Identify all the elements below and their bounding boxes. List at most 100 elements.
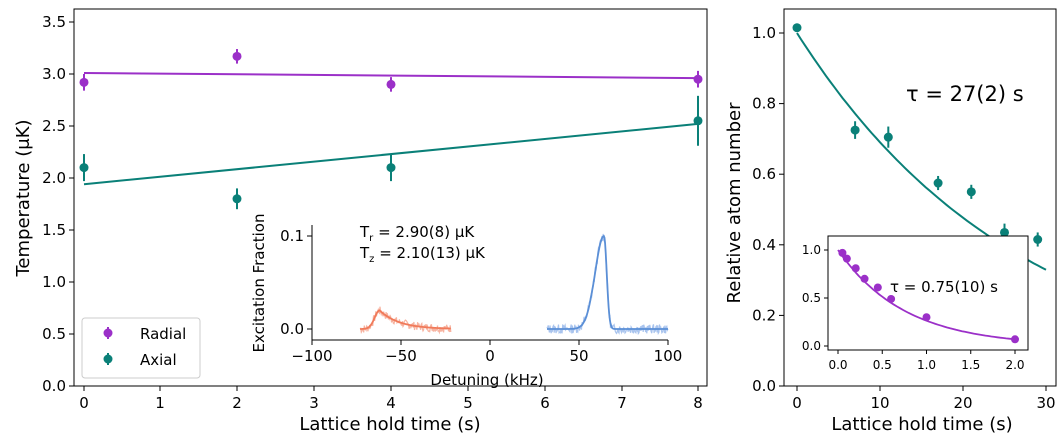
inset-y-tick-label: 0.0 [802, 339, 821, 353]
x-tick-label: 6 [540, 394, 550, 412]
inset-x-tick-label: 2.0 [1005, 358, 1024, 372]
inset-data-point [851, 264, 860, 273]
temperature-y-label: Temperature (μK) [13, 119, 34, 277]
y-tick-label: 1.0 [752, 24, 776, 42]
spectrum-inset-curves [359, 233, 669, 336]
temperature-panel: 0 1 2 3 4 5 6 7 8 0.0 0.5 1.0 1.5 2.0 2.5 3.0 3.5 Latti… [13, 8, 708, 435]
y-tick-label: 0.2 [752, 306, 776, 324]
inset-y-tick-label: 0.0 [280, 320, 304, 338]
x-tick-label: 0 [79, 394, 89, 412]
x-tick-label: 8 [693, 394, 703, 412]
y-tick-label: 0.0 [42, 377, 66, 395]
data-point [1000, 227, 1009, 237]
data-point-radial [79, 77, 89, 87]
temperature-x-ticks: 0 1 2 3 4 5 6 7 8 [79, 386, 703, 412]
inset-x-tick-label: 0.5 [873, 358, 892, 372]
spectrum-inset-ticks: −100 −50 0 50 100 0.0 0.1 [280, 227, 682, 365]
axial-temperature-annotation: Tz = 2.10(13) μK [359, 244, 486, 265]
x-tick-label: 10 [870, 394, 889, 412]
y-tick-label: 2.0 [42, 169, 66, 187]
x-tick-label: 7 [617, 394, 627, 412]
radial-temperature-annotation: Tr = 2.90(8) μK [359, 223, 475, 244]
data-point [966, 187, 976, 197]
spectrum-inset-x-label: Detuning (kHz) [430, 371, 543, 389]
y-tick-label: 3.0 [42, 65, 66, 83]
legend-axial-label: Axial [140, 351, 177, 369]
x-tick-label: 3 [309, 394, 319, 412]
inset-x-tick-label: −100 [291, 347, 332, 365]
atom-number-panel: 0 10 20 30 0.0 0.2 0.4 0.6 0.8 1.0 Lattice hold … [724, 8, 1057, 435]
data-point-axial [232, 194, 242, 204]
y-tick-label: 0.4 [752, 236, 776, 254]
data-point-axial [386, 163, 396, 173]
x-tick-label: 2 [232, 394, 242, 412]
y-tick-label: 0.5 [42, 325, 66, 343]
atom-number-x-ticks: 0 10 20 30 [792, 386, 1056, 412]
inset-data-point [922, 313, 931, 322]
atom-number-inset-frame [827, 235, 1029, 351]
data-point [850, 125, 860, 135]
atom-number-inset-tau-annotation: τ = 0.75(10) s [890, 278, 998, 296]
spectrum-inset: −100 −50 0 50 100 0.0 0.1 Detuning (kHz) Excit… [250, 214, 682, 389]
inset-x-tick-label: 1.0 [917, 358, 936, 372]
x-tick-label: 20 [953, 394, 972, 412]
inset-data-point [1011, 335, 1019, 344]
data-point-radial [693, 74, 703, 84]
y-tick-label: 2.5 [42, 117, 66, 135]
inset-y-tick-label: 0.5 [802, 291, 821, 305]
temperature-y-ticks: 0.0 0.5 1.0 1.5 2.0 2.5 3.0 3.5 [42, 13, 74, 395]
legend-axial-marker [103, 354, 113, 364]
inset-data-point [873, 283, 882, 292]
data-point-radial [232, 51, 242, 61]
inset-y-tick-label: 0.1 [280, 227, 304, 245]
atom-number-x-label: Lattice hold time (s) [831, 414, 1012, 435]
radial-spectrum-fit [360, 309, 451, 330]
data-point [1033, 235, 1043, 245]
inset-data-point [860, 274, 869, 283]
y-tick-label: 0.8 [752, 95, 776, 113]
atom-number-inset: 0.0 0.5 1.0 1.5 2.0 0.0 0.5 1.0 τ = 0.75(10) s [802, 235, 1029, 372]
temperature-series [79, 49, 703, 210]
spectrum-inset-background [312, 225, 668, 340]
data-point [933, 178, 943, 188]
legend-radial-marker [103, 328, 113, 338]
x-tick-label: 0 [792, 394, 802, 412]
inset-x-tick-label: 100 [654, 347, 683, 365]
x-tick-label: 30 [1036, 394, 1055, 412]
x-tick-label: 4 [386, 394, 396, 412]
atom-number-tau-annotation: τ = 27(2) s [906, 82, 1024, 106]
data-point-axial [693, 116, 703, 126]
inset-x-tick-label: −50 [385, 347, 417, 365]
atom-number-inset-ticks: 0.0 0.5 1.0 1.5 2.0 0.0 0.5 1.0 [802, 243, 1025, 372]
x-tick-label: 5 [463, 394, 473, 412]
decay-fit-curve [796, 32, 1047, 271]
x-tick-label: 1 [155, 394, 165, 412]
y-tick-label: 1.0 [42, 273, 66, 291]
inset-x-tick-label: 1.5 [961, 358, 980, 372]
atom-number-axes-frame [783, 8, 1057, 387]
inset-x-tick-label: 0.0 [828, 358, 847, 372]
axial-spectrum-fit [547, 234, 668, 330]
legend: Radial Axial [81, 317, 201, 379]
inset-data-point [887, 294, 896, 303]
atom-number-y-ticks: 0.0 0.2 0.4 0.6 0.8 1.0 [752, 24, 784, 395]
temperature-x-label: Lattice hold time (s) [299, 414, 480, 435]
atom-number-series [792, 23, 1047, 271]
inset-data-point [838, 248, 847, 257]
inset-y-tick-label: 1.0 [802, 243, 821, 257]
inset-data-point [842, 254, 851, 263]
spectrum-inset-y-label: Excitation Fraction [250, 214, 268, 353]
atom-number-y-label: Relative atom number [724, 102, 745, 304]
legend-radial-label: Radial [140, 325, 186, 343]
y-tick-label: 0.6 [752, 165, 776, 183]
fit-line-radial [83, 71, 699, 80]
data-point-axial [79, 163, 89, 173]
data-point [792, 23, 802, 33]
y-tick-label: 0.0 [752, 377, 776, 395]
data-point-radial [386, 79, 396, 89]
data-point [883, 132, 893, 142]
inset-x-tick-label: 0 [485, 347, 495, 365]
y-tick-label: 3.5 [42, 13, 66, 31]
atom-number-inset-series [837, 248, 1019, 344]
